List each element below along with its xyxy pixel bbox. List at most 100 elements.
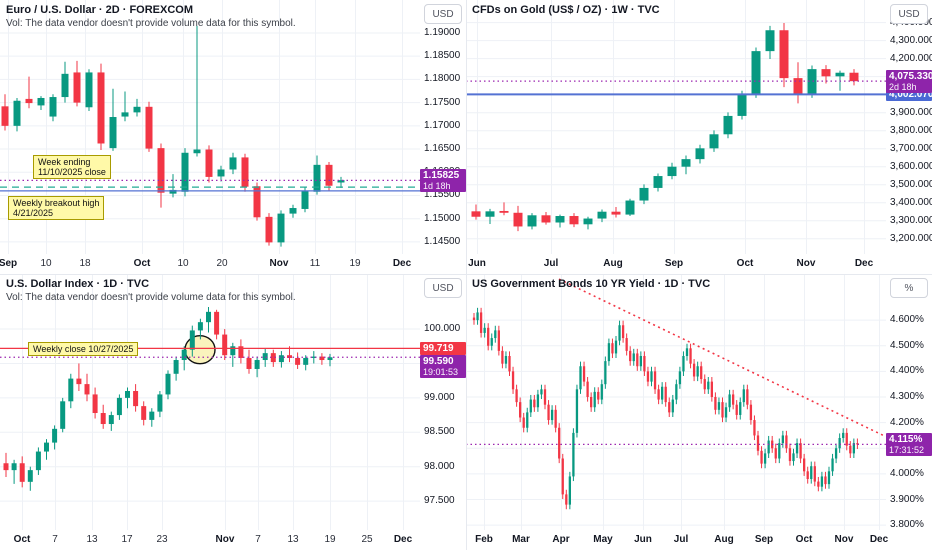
candle-body [735, 404, 738, 415]
candle-body [793, 78, 803, 95]
price-tick-label: 4.300% [890, 391, 924, 402]
candle-body [116, 397, 122, 416]
candle-body [600, 384, 603, 400]
price-tick-label: 3,200.000 [890, 232, 932, 244]
dxy-currency-button[interactable]: USD [424, 278, 462, 298]
annotation-label[interactable]: Weekly close 10/27/2025 [28, 342, 139, 356]
candle-body [287, 355, 292, 358]
gold-chart-canvas[interactable] [466, 0, 886, 254]
time-tick-label: Nov [834, 534, 854, 545]
candle-body [856, 443, 859, 445]
panel-gold: CFDs on Gold (US$ / OZ) · 1W · TVC USD 4… [466, 0, 932, 274]
time-tick-label: Dec [393, 534, 413, 545]
gold-time-axis[interactable]: Jun Jul Aug Sep Oct Nov Dec [466, 254, 886, 274]
time-tick-label: Oct [736, 258, 754, 269]
candle-body [214, 311, 220, 335]
candle-body [621, 325, 625, 339]
time-tick-label: 18 [79, 258, 91, 269]
candle-body [575, 389, 579, 433]
dxy-time-axis[interactable]: Oct 7 13 17 23 Nov 7 13 19 25 Dec [0, 530, 420, 550]
candle-body [35, 451, 41, 471]
price-tick-label: 4.000% [890, 467, 924, 479]
us10y-price-axis[interactable]: % 4.600%4.500%4.400%4.300%4.200%4.100%4.… [886, 274, 932, 530]
candle-body [536, 394, 540, 408]
time-tick-label: Mar [512, 534, 530, 545]
candle-body [504, 356, 508, 364]
candle-body [849, 72, 859, 82]
gold-currency-button[interactable]: USD [890, 4, 928, 24]
us10y-time-axis[interactable]: Feb Mar Apr May Jun Jul Aug Sep Oct Nov Dec [466, 530, 888, 550]
candle-body [483, 327, 486, 333]
annotation-label[interactable]: Weekly breakout high 4/21/2025 [8, 196, 105, 220]
annotation-label[interactable]: Week ending 11/10/2025 close [33, 155, 111, 179]
time-tick-label: 19 [324, 534, 336, 545]
eurusd-price-axis[interactable]: USD 1.19000 1.18500 1.18000 1.17500 1.17000 1… [420, 0, 466, 254]
candle-body [749, 404, 753, 421]
dxy-price-axis[interactable]: USD 100.00099.50099.00098.50098.00097.50… [420, 274, 466, 530]
time-tick-label: Jul [543, 258, 559, 269]
candle-body [547, 404, 550, 421]
candle-body [751, 51, 761, 95]
gold-price-axis[interactable]: USD 4,400.0004,300.0004,200.0004,100.000… [886, 0, 932, 254]
candle-body [325, 164, 333, 186]
candle-body [27, 470, 33, 482]
time-tick-label: Dec [854, 258, 874, 269]
us10y-unit-button[interactable]: % [890, 278, 928, 298]
candle-body [522, 417, 525, 428]
candle-body [569, 216, 579, 225]
candle-body [765, 30, 775, 52]
highlight-circle[interactable] [184, 334, 216, 365]
candle-body [327, 357, 333, 361]
candle-body [739, 402, 742, 415]
candle-body [803, 458, 806, 472]
time-tick-label: Nov [215, 534, 235, 545]
panel-divider-horizontal [0, 274, 932, 275]
candle-body [301, 190, 309, 209]
candle-body [661, 386, 664, 400]
time-tick-label: Jun [468, 258, 486, 269]
candle-body [270, 353, 276, 363]
eurusd-currency-button[interactable]: USD [424, 4, 462, 24]
candle-body [52, 428, 58, 443]
candle-body [92, 394, 98, 414]
candle-body [526, 412, 529, 428]
candle-body [675, 384, 678, 400]
candle-body [189, 330, 195, 350]
price-tick-label: 3,500.000 [890, 178, 932, 190]
candle-body [821, 69, 831, 77]
candle-body [824, 476, 827, 485]
candle-body [487, 327, 490, 346]
candle-body [1, 106, 9, 126]
time-tick-label: Jun [634, 534, 652, 545]
candle-body [76, 378, 82, 385]
candle-body [44, 442, 49, 452]
candle-body [646, 371, 650, 382]
eurusd-chart-canvas[interactable]: Week ending 11/10/2025 close Weekly breako… [0, 0, 420, 254]
candle-body [68, 378, 74, 402]
candle-body [84, 384, 90, 395]
candle-body [700, 366, 703, 380]
time-tick-label: Aug [603, 258, 623, 269]
candle-body [561, 458, 564, 495]
candle-body [820, 476, 824, 487]
candle-body [625, 338, 628, 351]
candle-body [100, 413, 106, 425]
candle-body [262, 353, 268, 361]
candle-body [173, 360, 179, 374]
price-tick-label: 3.800% [890, 519, 924, 531]
candle-body [689, 348, 692, 364]
eurusd-time-axis[interactable]: Sep 10 18 Oct 10 20 Nov 11 19 Dec [0, 254, 420, 274]
candle-body [795, 443, 799, 454]
price-tick-label: 3,400.000 [890, 196, 932, 208]
candle-body [593, 391, 596, 408]
panel-eurusd: Week ending 11/10/2025 close Weekly breako… [0, 0, 466, 274]
candle-body [781, 435, 784, 444]
time-tick-label: 20 [216, 258, 228, 269]
candle-body [313, 164, 321, 192]
time-tick-label: Feb [475, 534, 493, 545]
dxy-chart-canvas[interactable]: Weekly close 10/27/2025 [0, 274, 420, 530]
candle-body [197, 322, 203, 331]
us10y-chart-canvas[interactable] [466, 274, 886, 530]
candle-body [206, 311, 211, 323]
candle-body [723, 115, 733, 135]
